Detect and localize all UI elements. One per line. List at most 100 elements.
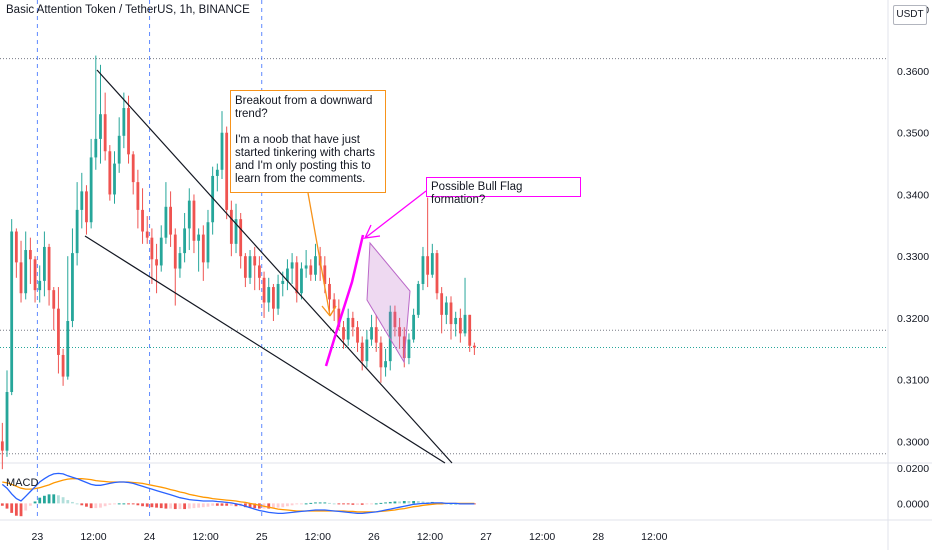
- macd-histogram-bar: [234, 503, 238, 507]
- candle-body: [183, 228, 187, 254]
- macd-histogram-bar: [220, 503, 224, 506]
- candle-body: [24, 250, 28, 294]
- candle-body: [117, 135, 121, 164]
- macd-histogram-bar: [159, 503, 163, 509]
- candle-body: [80, 191, 84, 210]
- macd-label[interactable]: MACD: [6, 477, 39, 489]
- macd-histogram-bar: [402, 501, 406, 504]
- macd-histogram-bar: [28, 503, 32, 506]
- candle-body: [295, 262, 299, 294]
- macd-histogram-bar: [94, 503, 98, 509]
- candle-body: [19, 262, 23, 294]
- macd-histogram-bar: [215, 503, 219, 506]
- candle-body: [66, 321, 70, 377]
- macd-histogram-bar: [300, 503, 303, 505]
- candle-body: [328, 283, 331, 300]
- macd-histogram-bar: [192, 503, 196, 509]
- currency-button[interactable]: USDT: [893, 5, 927, 25]
- macd-histogram-bar: [365, 503, 369, 505]
- candle-body: [169, 206, 172, 235]
- wedge-upper-trendline[interactable]: [96, 69, 453, 464]
- x-tick-label: 12:00: [305, 531, 331, 543]
- candle-body: [272, 287, 275, 309]
- macd-histogram-bar: [314, 502, 317, 504]
- flag-channel[interactable]: [366, 241, 411, 364]
- candle-body: [178, 253, 182, 269]
- candle-body: [458, 317, 462, 334]
- candle-body: [426, 256, 430, 275]
- macd-histogram-bar: [99, 503, 102, 508]
- macd-histogram-bar: [75, 503, 79, 505]
- candle-body: [286, 268, 289, 281]
- wedge-lower-trendline[interactable]: [84, 235, 446, 464]
- macd-histogram-bar: [351, 503, 355, 505]
- candle-body: [374, 327, 378, 343]
- macd-histogram-bar: [272, 503, 275, 509]
- macd-y-tick-label: 0.0200: [897, 463, 929, 475]
- macd-histogram-bar: [0, 503, 4, 506]
- candle-body: [356, 327, 359, 343]
- macd-histogram-bar: [281, 503, 285, 508]
- candle-body: [192, 200, 196, 241]
- candle-body: [402, 336, 406, 359]
- macd-signal-line: [2, 478, 475, 513]
- macd-histogram-bar: [295, 503, 299, 505]
- x-tick-label: 28: [592, 531, 604, 543]
- bull-flag-annotation[interactable]: Possible Bull Flag formation?: [426, 177, 581, 206]
- macd-histogram-bar: [103, 503, 107, 507]
- x-tick-label: 24: [144, 531, 156, 543]
- candle-body: [472, 345, 476, 348]
- macd-histogram-bar: [187, 503, 191, 509]
- macd-histogram-bar: [421, 501, 425, 504]
- macd-histogram-bar: [309, 502, 313, 504]
- candle-body: [314, 256, 317, 275]
- y-tick-label: 0.3500: [897, 128, 929, 140]
- breakout-callout-arrow: [307, 192, 337, 317]
- candle-body: [145, 231, 149, 238]
- candle-body: [281, 280, 285, 284]
- candle-body: [127, 108, 130, 155]
- candle-body: [103, 114, 107, 152]
- macd-histogram-bar: [318, 502, 322, 504]
- candle-body: [262, 277, 266, 303]
- candle-body: [248, 256, 252, 278]
- macd-histogram-bar: [290, 503, 294, 506]
- x-tick-label: 12:00: [529, 531, 555, 543]
- macd-histogram-bar: [169, 503, 172, 509]
- candle-body: [159, 237, 163, 266]
- macd-histogram-bar: [393, 501, 397, 504]
- candle-body: [201, 234, 205, 263]
- y-tick-label: 0.3100: [897, 375, 929, 387]
- x-tick-label: 23: [32, 531, 44, 543]
- breakout-annotation[interactable]: Breakout from a downward trend? I'm a no…: [230, 90, 386, 193]
- candle-body: [220, 132, 224, 170]
- macd-histogram-bar: [131, 503, 135, 505]
- flag-pole[interactable]: [324, 234, 365, 367]
- candle-body: [173, 234, 177, 269]
- macd-histogram-bar: [416, 501, 420, 504]
- macd-histogram-bar: [337, 503, 341, 505]
- candle-body: [42, 246, 46, 281]
- candle-body: [108, 151, 112, 195]
- candle-body: [5, 392, 9, 451]
- x-tick-label: 12:00: [417, 531, 443, 543]
- macd-histogram-bar: [24, 503, 28, 511]
- macd-histogram-bar: [122, 503, 126, 505]
- macd-histogram-bar: [304, 503, 308, 505]
- macd-histogram-bar: [407, 501, 411, 504]
- macd-histogram-bar: [14, 503, 18, 516]
- macd-histogram-bar: [426, 501, 430, 504]
- macd-histogram-bar: [136, 503, 140, 506]
- candle-body: [122, 108, 126, 136]
- candle-body: [131, 154, 135, 183]
- macd-histogram-bar: [52, 494, 56, 504]
- bar-countdown-value: 57:35: [899, 346, 925, 357]
- bull-flag-callout-arrow: [362, 190, 427, 239]
- y-tick-label: 0.3300: [897, 251, 929, 263]
- macd-histogram-bar: [201, 503, 205, 508]
- macd-histogram-bar: [178, 503, 182, 510]
- macd-histogram-bar: [183, 503, 187, 510]
- macd-histogram-bar: [80, 503, 84, 506]
- candle-body: [71, 253, 74, 322]
